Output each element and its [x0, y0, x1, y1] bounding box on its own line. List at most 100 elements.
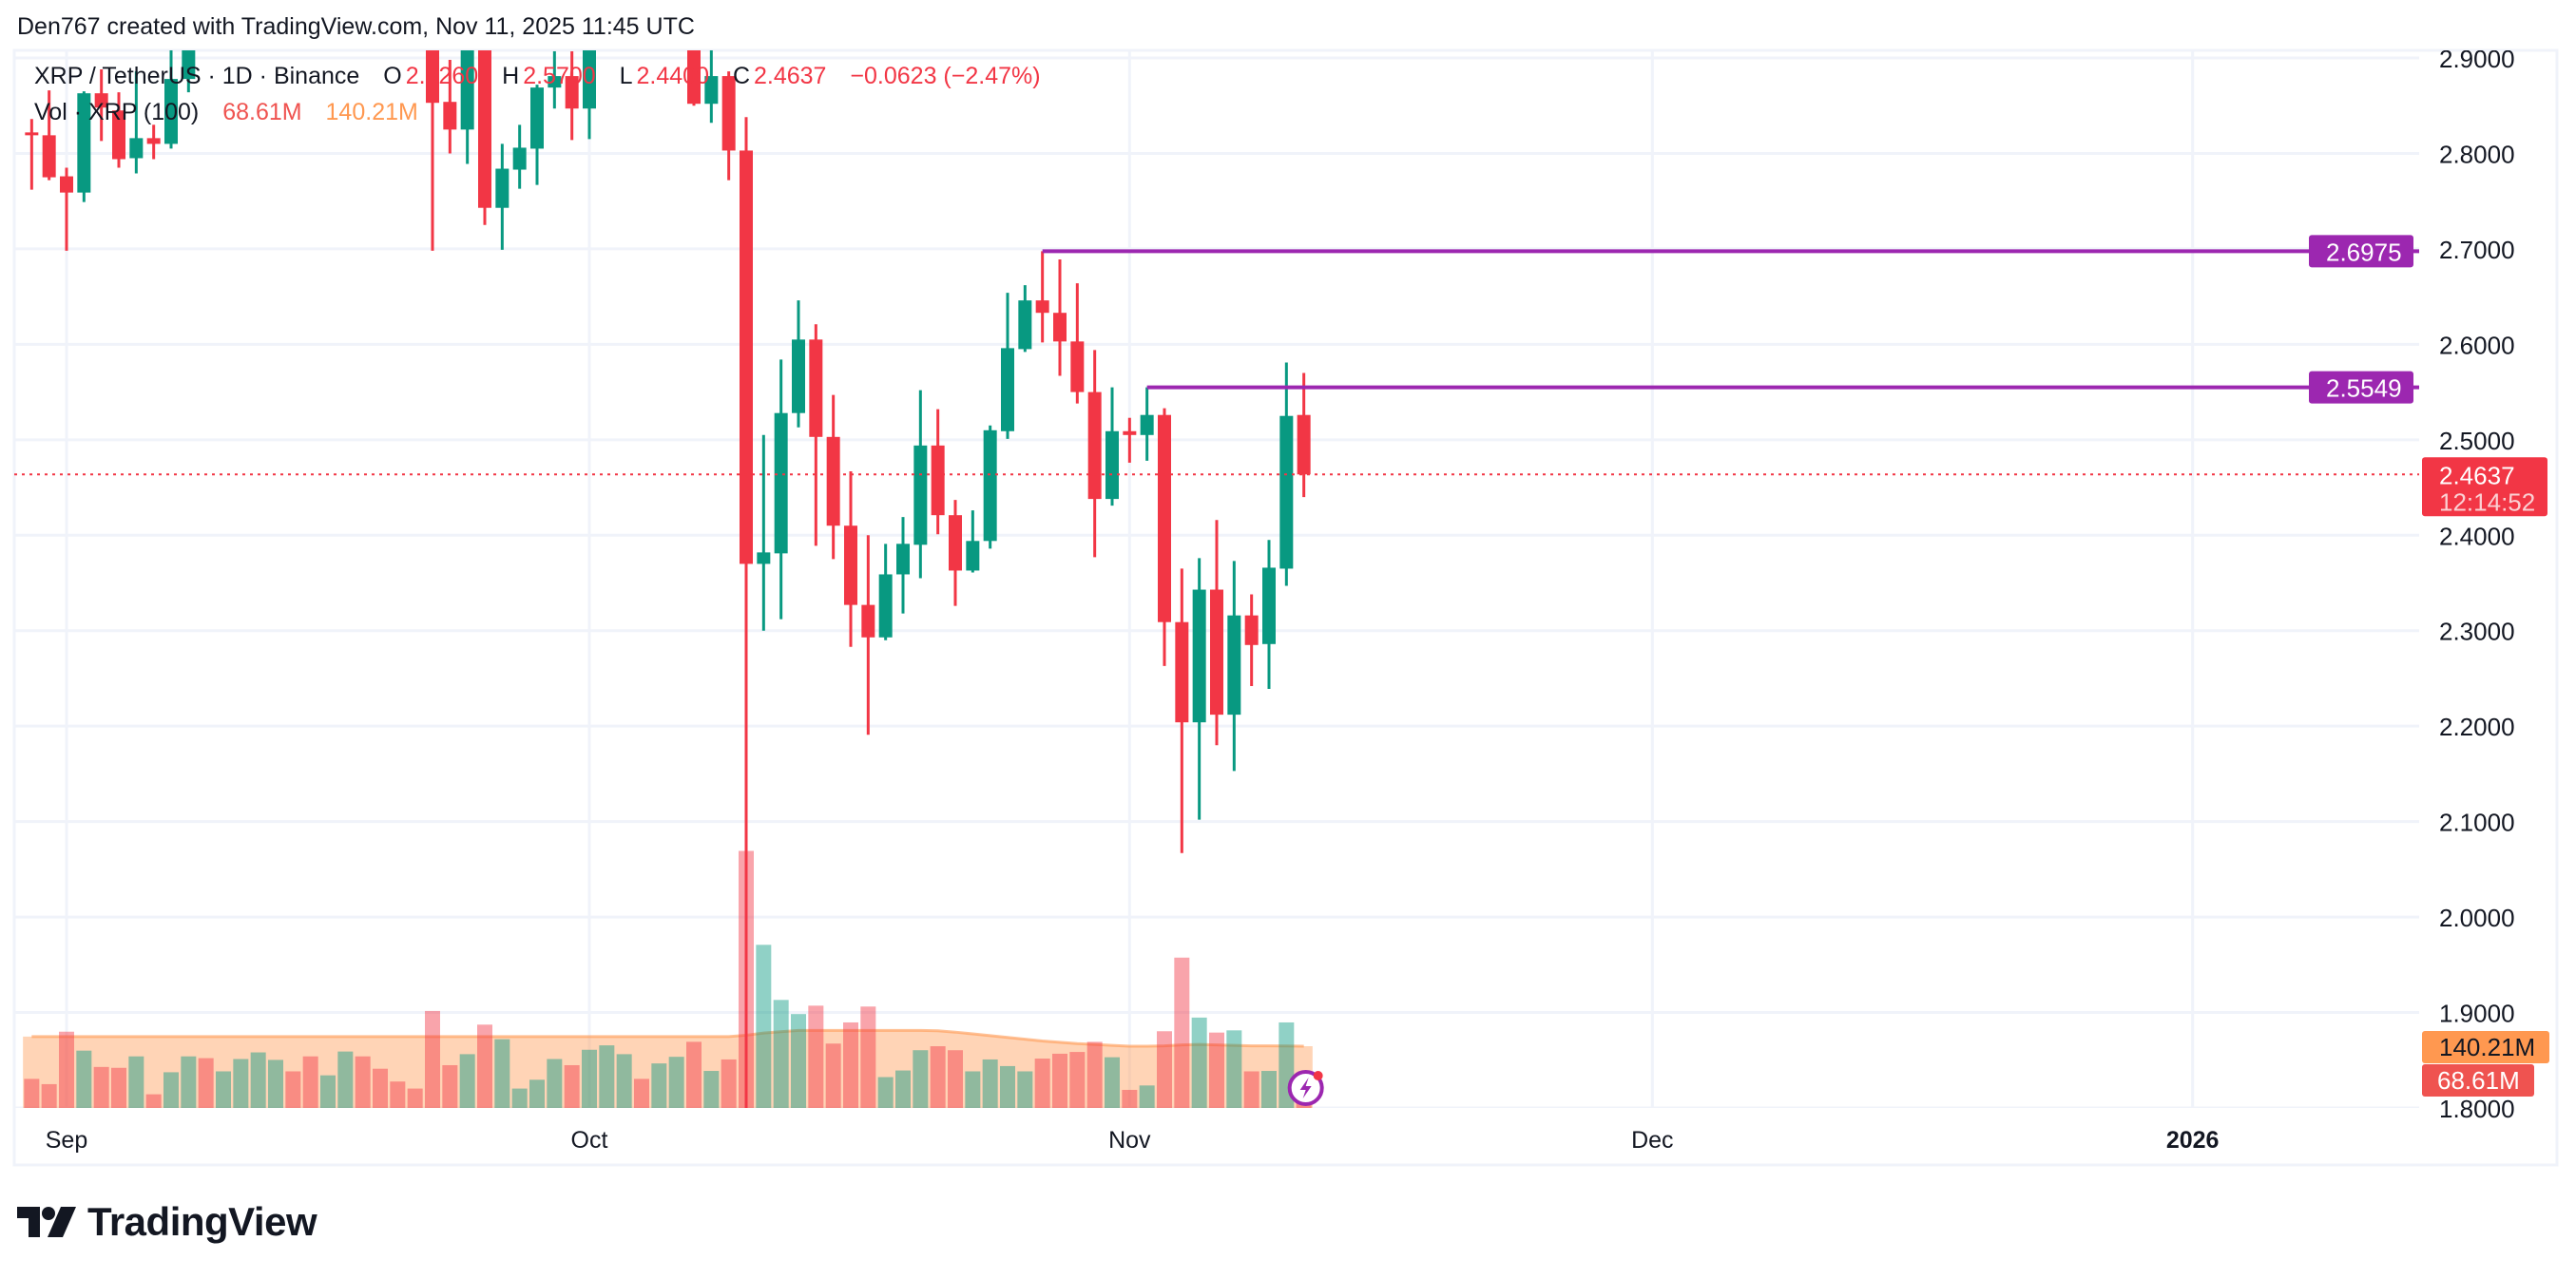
volume-bar [93, 1066, 109, 1108]
candle[interactable] [670, 0, 683, 1]
candle[interactable] [374, 0, 387, 1]
candle[interactable] [896, 517, 910, 614]
candle-body [409, 0, 422, 10]
volume-bar [442, 1064, 458, 1108]
candle-body [94, 93, 108, 108]
candle-body [1279, 415, 1294, 569]
candle[interactable] [548, 50, 562, 109]
candle[interactable] [1244, 594, 1259, 686]
candle[interactable] [146, 124, 161, 160]
candle[interactable] [931, 409, 945, 535]
candle-body [704, 76, 719, 105]
candle-body [1123, 430, 1137, 435]
candle[interactable] [1210, 520, 1223, 746]
volume-title[interactable]: Vol · XRP (100) [34, 99, 200, 125]
candle[interactable] [426, 1, 439, 251]
candle[interactable] [42, 90, 56, 181]
volume-bar [163, 1072, 179, 1108]
candle-body [548, 76, 562, 88]
candle[interactable] [861, 535, 875, 735]
candle[interactable] [129, 71, 144, 174]
price-tick-label: 2.3000 [2439, 618, 2515, 646]
candle[interactable] [583, 0, 596, 140]
candle[interactable] [1123, 417, 1137, 463]
candle[interactable] [1227, 561, 1241, 772]
candle-body [757, 552, 771, 564]
candle[interactable] [1018, 285, 1032, 353]
candle[interactable] [792, 300, 805, 428]
candle[interactable] [182, 0, 196, 93]
candle[interactable] [809, 324, 823, 546]
candle[interactable] [304, 0, 317, 1]
candle[interactable] [495, 143, 509, 250]
volume-bar [145, 1094, 162, 1108]
candle[interactable] [687, 0, 701, 106]
price-axis[interactable]: 2.9000 2.8000 2.7000 2.6000 2.5000 2.4000 2.30… [2439, 45, 2515, 1123]
candle[interactable] [94, 69, 108, 142]
candle[interactable] [826, 394, 840, 560]
candle[interactable] [60, 167, 73, 251]
candle[interactable] [77, 91, 91, 202]
candle[interactable] [1087, 350, 1102, 558]
candle[interactable] [740, 117, 753, 1203]
candle[interactable] [757, 434, 771, 631]
candle[interactable] [1140, 387, 1154, 461]
candle[interactable] [25, 119, 39, 190]
candle[interactable] [1175, 568, 1189, 853]
volume-legend: Vol · XRP (100) 68.61M 140.21M [34, 99, 422, 126]
candle[interactable] [391, 0, 404, 1]
candle[interactable] [618, 0, 631, 10]
candle[interactable] [1158, 408, 1171, 666]
candle-body [861, 604, 875, 638]
candle[interactable] [1262, 540, 1276, 690]
candle[interactable] [478, 29, 491, 225]
candle[interactable] [164, 50, 178, 149]
change-value: −0.0623 (−2.47%) [850, 63, 1041, 89]
tradingview-logo[interactable]: TradingView [17, 1199, 317, 1245]
candle-body [1001, 348, 1014, 431]
candle-body [60, 176, 73, 193]
candle[interactable] [443, 60, 457, 154]
candle[interactable] [1035, 251, 1049, 343]
volume-ma-value: 140.21M [325, 99, 418, 125]
candle[interactable] [721, 71, 736, 181]
candle[interactable] [913, 390, 928, 579]
candle[interactable] [112, 92, 125, 168]
candle[interactable] [1105, 387, 1119, 506]
candle[interactable] [460, 20, 474, 164]
candle[interactable] [966, 510, 980, 573]
volume-ma-label: 140.21M [2439, 1033, 2535, 1061]
candle[interactable] [1070, 283, 1085, 404]
symbol-title[interactable]: XRP / TetherUS · 1D · Binance [34, 63, 360, 89]
candle[interactable] [1192, 558, 1206, 820]
volume-bar [111, 1067, 126, 1108]
candle[interactable] [774, 359, 788, 620]
candle[interactable] [878, 544, 893, 640]
candle[interactable] [1053, 258, 1067, 376]
candle-body [1192, 589, 1206, 723]
candle[interactable] [949, 500, 962, 606]
time-axis[interactable]: Sep Oct Nov Dec 2026 [46, 1127, 2220, 1154]
candle[interactable] [530, 85, 544, 185]
chart-caption: Den767 created with TradingView.com, Nov… [17, 13, 695, 40]
candle[interactable] [983, 425, 997, 549]
candle[interactable] [512, 124, 527, 189]
lightning-icon[interactable] [1287, 1070, 1324, 1106]
volume-bar [1122, 1089, 1138, 1108]
candle-body [844, 525, 857, 605]
candle-body [1297, 414, 1311, 475]
volume-bar [1174, 957, 1190, 1108]
candle[interactable] [704, 48, 719, 124]
volume-bar [877, 1077, 894, 1108]
volume-bar [41, 1083, 57, 1108]
volume-bar [1261, 1071, 1277, 1108]
candle[interactable] [844, 470, 857, 647]
low-label: L [619, 63, 633, 89]
candle[interactable] [565, 50, 579, 141]
candle[interactable] [1001, 293, 1014, 439]
candle[interactable] [1297, 372, 1311, 498]
volume-bar [860, 1006, 876, 1108]
candle-body [77, 93, 91, 193]
tradingview-logo-text: TradingView [87, 1199, 317, 1244]
